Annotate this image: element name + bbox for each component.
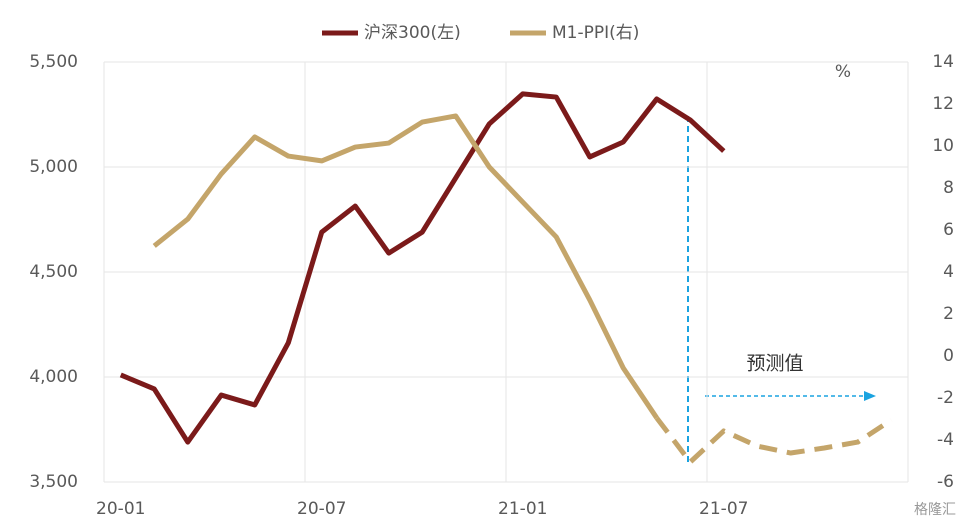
legend-label: M1-PPI(右) [552,23,639,43]
legend-label: 沪深300(左) [364,23,461,43]
y-tick-label: 5,000 [29,157,78,177]
watermark: 格隆汇 [914,502,956,518]
y2-tick-label: 0 [943,346,954,366]
annotation: 预测值 [746,353,803,375]
y2-tick-label: -4 [937,430,954,450]
y2-tick-label: 4 [943,262,954,282]
y2-tick-label: 6 [943,220,954,240]
x-tick-label: 20-07 [297,499,346,519]
y2-tick-label: 8 [943,178,954,198]
series-line [119,91,726,445]
y2-tick-label: 12 [932,94,954,114]
x-tick-label: 21-01 [498,499,547,519]
series-line [152,113,659,420]
y-tick-label: 4,500 [29,262,78,282]
y-tick-label: 5,500 [29,52,78,72]
x-tick-label: 20-01 [96,499,145,519]
series-line [654,416,893,465]
y2-tick-label: 2 [943,304,954,324]
y2-tick-label: 10 [932,136,954,156]
y-tick-label: 3,500 [29,472,78,492]
y2-tick-label: -2 [937,388,954,408]
y2-unit: % [835,62,851,82]
y-tick-label: 4,000 [29,367,78,387]
x-tick-label: 21-07 [699,499,748,519]
y2-tick-label: 14 [932,52,954,72]
y2-tick-label: -6 [937,472,954,492]
arrow-head [864,391,876,401]
